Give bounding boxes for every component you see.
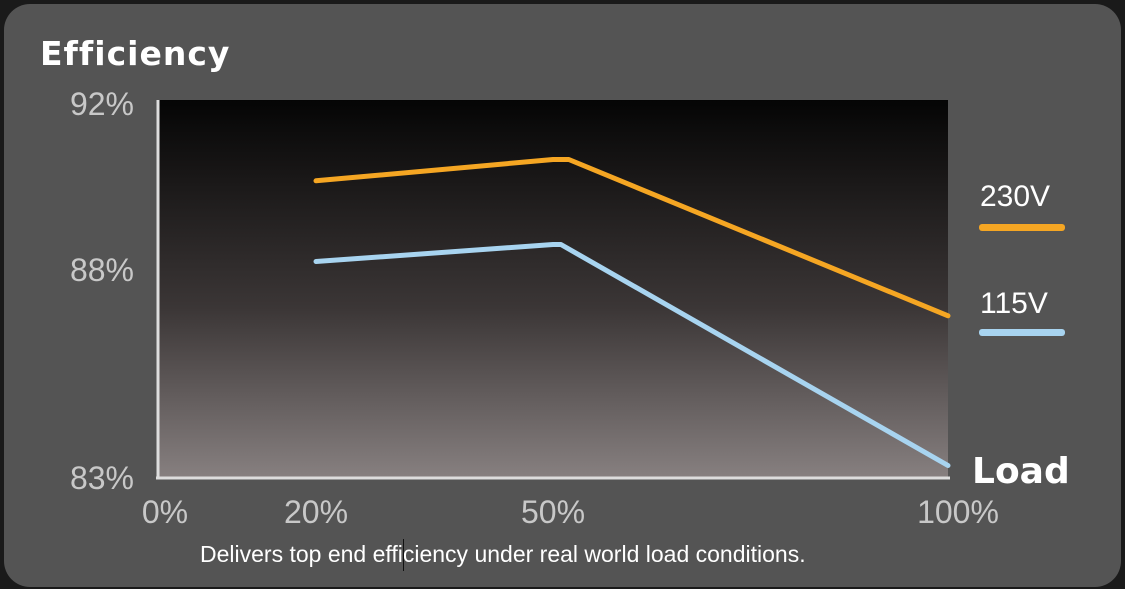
y-tick-label: 92% <box>69 86 134 122</box>
x-tick-label: 0% <box>141 494 189 530</box>
chart-title: Efficiency <box>40 34 231 73</box>
x-tick-label: 100% <box>917 494 999 530</box>
x-axis-label: Load <box>972 451 1070 492</box>
chart-caption: Delivers top end efficiency under real w… <box>200 541 806 567</box>
legend-label-230v: 230V <box>980 180 1051 213</box>
y-tick-label: 83% <box>69 460 134 496</box>
text-cursor <box>403 539 404 571</box>
y-tick-label: 88% <box>69 252 134 288</box>
x-tick-label: 20% <box>283 494 349 530</box>
legend-label-115v: 115V <box>980 287 1048 320</box>
series-line-115v <box>313 242 951 468</box>
legend-swatch-115v <box>979 329 1065 336</box>
series-line-230v <box>313 157 951 319</box>
x-tick-label: 50% <box>520 494 586 530</box>
legend-swatch-230v <box>979 224 1065 231</box>
plot-area <box>158 100 948 478</box>
